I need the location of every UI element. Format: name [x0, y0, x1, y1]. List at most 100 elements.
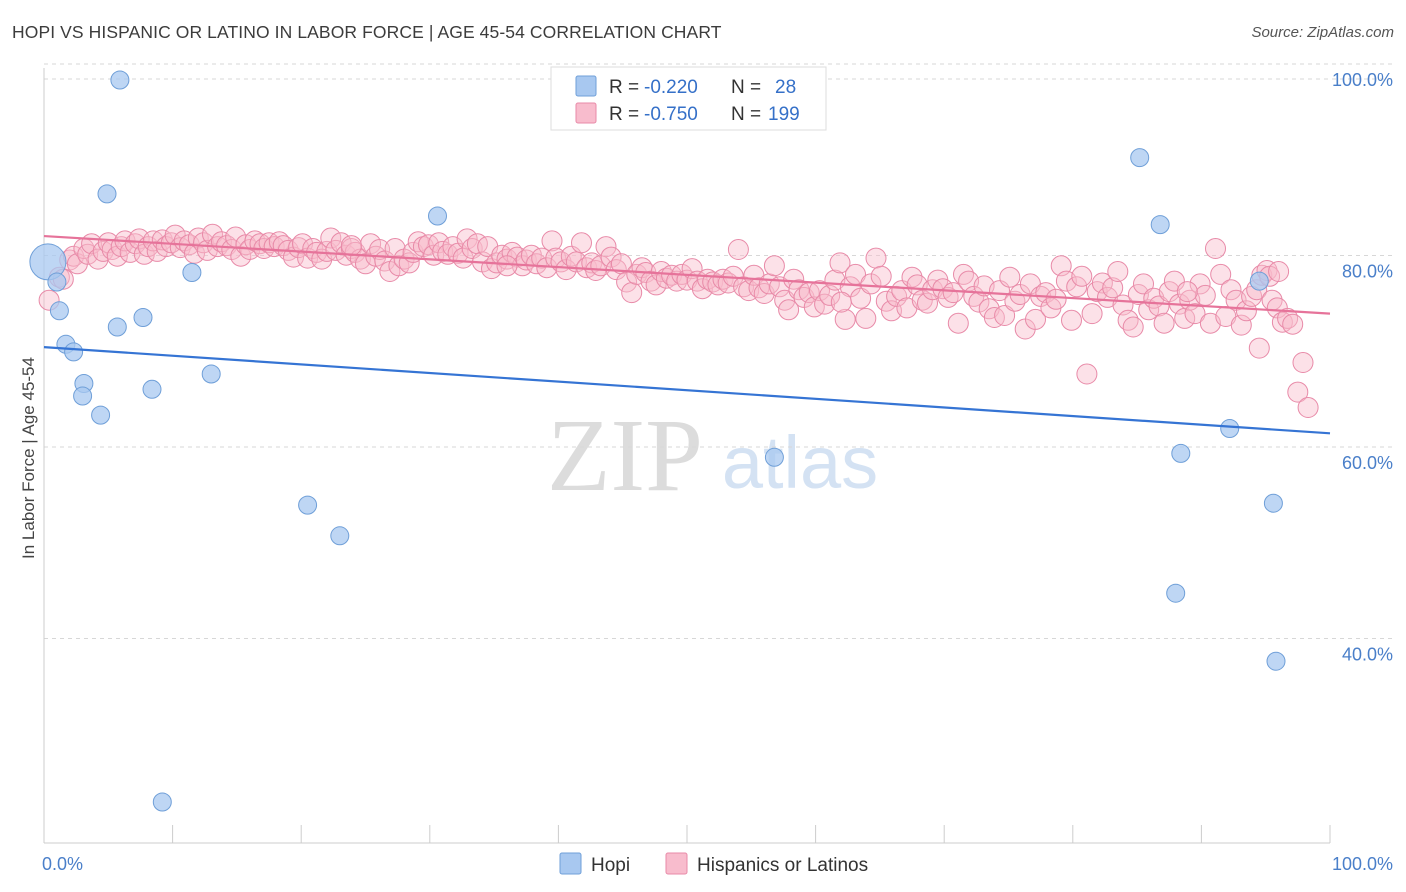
hopi-point — [142, 379, 162, 399]
hopi-point — [47, 272, 67, 292]
x-tick-label-max: 100.0% — [1332, 854, 1393, 874]
hispanic-point — [1148, 295, 1170, 317]
hopi-point — [330, 526, 350, 546]
hispanic-point — [571, 232, 592, 254]
hispanic-point — [896, 297, 918, 319]
hopi-point — [1266, 651, 1286, 671]
hispanic-point — [169, 237, 191, 259]
hispanic-point — [1220, 279, 1242, 301]
hopi-point — [49, 301, 69, 321]
hispanic-point — [1158, 281, 1180, 303]
y-tick-label: 40.0% — [1342, 645, 1393, 665]
hispanic-point — [1297, 397, 1319, 418]
hopi-point — [64, 342, 84, 362]
hopi-point — [428, 206, 447, 226]
hispanic-point — [595, 236, 617, 258]
hispanic-point — [1025, 308, 1046, 330]
hispanic-point — [855, 307, 877, 329]
hispanic-point — [829, 252, 851, 274]
hispanic-point — [778, 299, 800, 321]
hispanic-point — [1133, 273, 1154, 295]
series-legend: Hopi Hispanics or Latinos — [559, 852, 868, 876]
hopi-point — [1220, 419, 1240, 438]
legend-r-label-hopi: R = — [609, 77, 639, 98]
hispanic-point — [1292, 352, 1314, 373]
hispanic-point — [901, 266, 923, 288]
hispanic-point — [1102, 277, 1124, 299]
hispanic-point — [1184, 303, 1206, 325]
hispanic-point — [320, 227, 342, 249]
hispanic-point — [681, 258, 703, 280]
hispanic-point — [1176, 281, 1198, 303]
hispanic-point — [834, 308, 856, 330]
hispanic-point — [1066, 276, 1088, 298]
hispanic-point — [881, 300, 902, 322]
hispanic-trend-line — [43, 234, 1331, 315]
legend-n-value-hispanic: 199 — [768, 104, 800, 125]
hopi-point — [133, 308, 153, 327]
hispanic-point — [783, 268, 805, 290]
legend-box — [550, 66, 827, 131]
bottom-legend-swatch-hopi — [559, 852, 582, 875]
hispanic-point — [340, 235, 362, 257]
hispanic-point — [727, 239, 749, 260]
hispanic-point — [77, 243, 99, 265]
y-tick-label: 100.0% — [1332, 70, 1393, 90]
hispanic-point — [917, 292, 938, 314]
hispanic-point — [809, 280, 830, 302]
hispanic-point — [994, 305, 1016, 326]
hispanic-point — [1248, 337, 1270, 359]
hispanic-point — [870, 265, 892, 287]
hispanic-point — [1107, 261, 1129, 282]
hispanic-point — [865, 247, 887, 269]
hopi-point — [182, 263, 202, 282]
correlation-legend: R = -0.220 N = 28 R = -0.750 N = 199 — [550, 66, 827, 131]
legend-r-label-hispanic: R = — [609, 104, 639, 125]
hispanic-point — [1153, 312, 1175, 334]
hopi-point — [1166, 583, 1186, 603]
hispanic-point — [1282, 313, 1304, 335]
hispanic-point — [1091, 272, 1113, 294]
grid — [44, 63, 1392, 639]
y-tick-label: 60.0% — [1342, 453, 1393, 473]
hopi-point — [1150, 215, 1170, 235]
bottom-legend-swatch-hispanic — [665, 852, 688, 875]
hispanic-point — [1230, 314, 1252, 336]
hispanic-point — [202, 223, 223, 245]
trend-lines — [43, 234, 1331, 435]
hopi-point — [110, 70, 130, 90]
hopi-point — [201, 364, 221, 384]
hopi-point — [73, 386, 93, 406]
hopi-point — [298, 495, 318, 515]
hopi-point — [764, 447, 784, 467]
hispanic-point — [1122, 316, 1144, 338]
hispanic-point — [325, 239, 347, 261]
hispanic-point — [1287, 381, 1309, 403]
hispanic-point — [1194, 284, 1216, 306]
hispanic-point — [1268, 261, 1290, 282]
hopi-point — [91, 405, 111, 425]
points-layer — [29, 70, 1319, 812]
y-tick-label: 80.0% — [1342, 262, 1393, 282]
hopi-point — [1130, 148, 1150, 168]
axes: 100.0% 80.0% 60.0% 40.0% 0.0% 100.0% — [42, 68, 1393, 874]
hopi-point — [152, 792, 172, 812]
chart-title: HOPI VS HISPANIC OR LATINO IN LABOR FORC… — [12, 22, 722, 42]
watermark-zip: ZIP — [547, 398, 703, 513]
hispanic-point — [830, 291, 852, 313]
hispanic-point — [600, 246, 622, 268]
hispanic-point — [1076, 363, 1098, 385]
legend-r-value-hispanic: -0.750 — [644, 104, 698, 125]
hispanic-point — [1071, 265, 1093, 287]
legend-swatch-hispanic — [575, 102, 597, 124]
source-label: Source: ZipAtlas.com — [1251, 24, 1394, 41]
hispanic-point — [1199, 312, 1221, 334]
hispanic-point — [803, 296, 825, 318]
y-axis-label: In Labor Force | Age 45-54 — [19, 357, 38, 559]
hispanic-point — [1081, 303, 1103, 325]
hispanic-point — [1205, 238, 1226, 259]
hispanic-point — [753, 283, 775, 304]
hispanic-point — [1210, 263, 1232, 285]
hispanic-point — [645, 274, 667, 296]
hispanic-point — [763, 255, 785, 277]
